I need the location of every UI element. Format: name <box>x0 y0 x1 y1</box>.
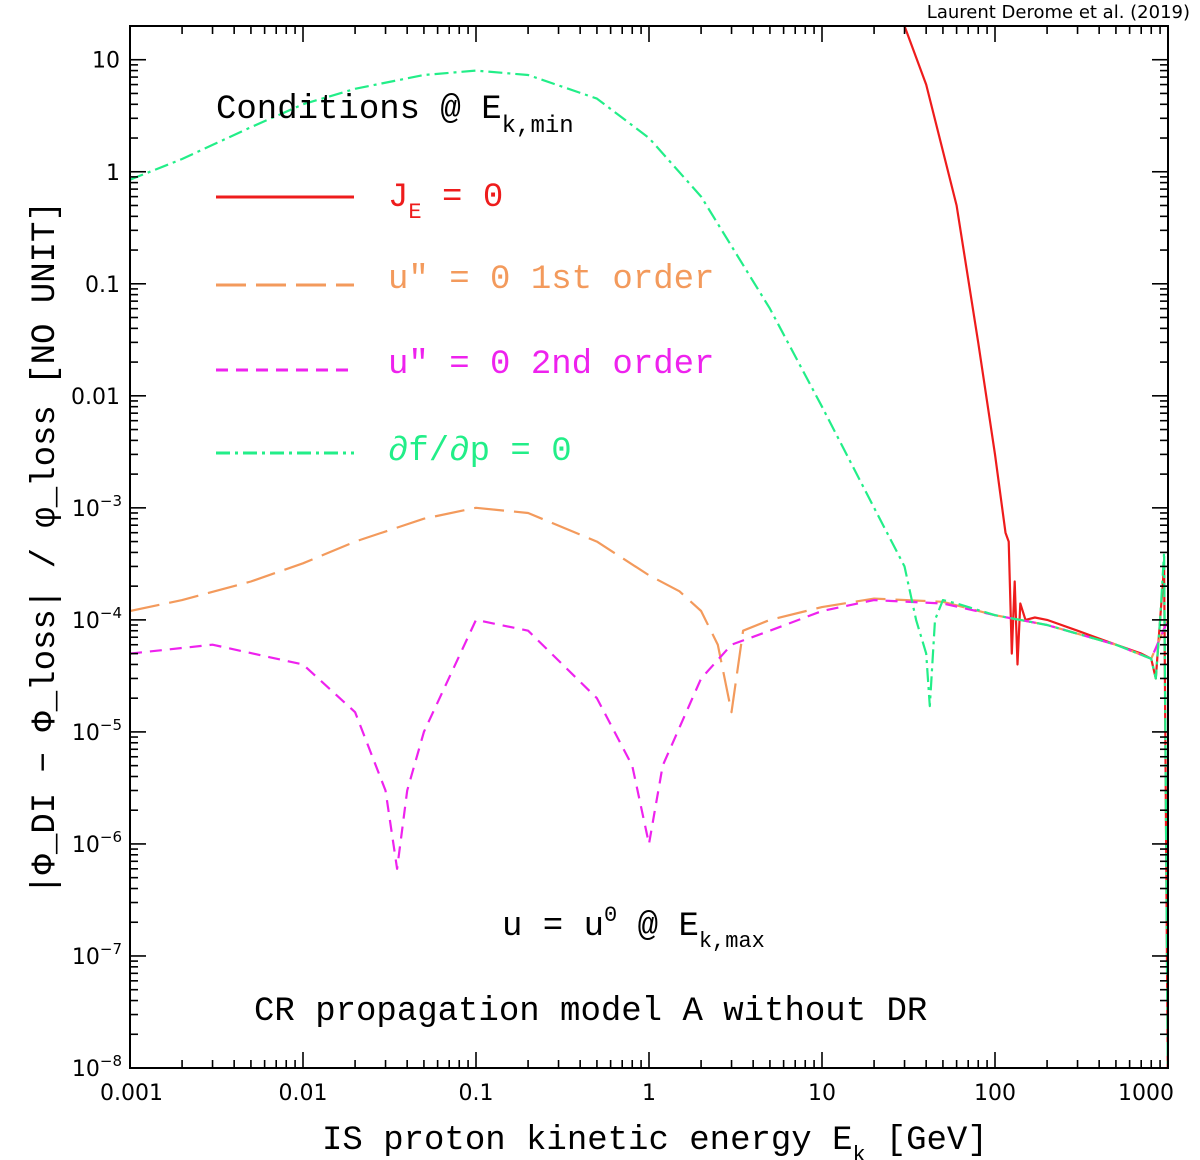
y-tick-label: 1 <box>106 161 120 186</box>
x-tick-label: 0.01 <box>279 1081 328 1106</box>
legend-label-dfdp: ∂f/∂p = 0 <box>388 433 572 471</box>
legend-label-first-order: u″ = 0 1st order <box>388 261 714 299</box>
y-tick-label: 10 <box>92 49 120 74</box>
legend-label-je: JE = 0 <box>388 179 503 225</box>
annotation-model: CR propagation model A without DR <box>254 993 927 1031</box>
y-tick-label: 10−8 <box>72 1052 122 1082</box>
y-tick-label: 10−7 <box>72 940 122 970</box>
y-tick-label: 10−3 <box>72 492 122 522</box>
annotation-boundary: u = u0 @ Ek,max <box>502 903 765 954</box>
y-tick-label: 10−5 <box>72 716 122 746</box>
y-axis-label: |Φ_DI − Φ_loss| / φ_loss [NO UNIT] <box>27 201 65 895</box>
x-tick-label: 1000 <box>1118 1081 1174 1106</box>
series-line-0 <box>903 26 1168 1068</box>
y-tick-label: 10−6 <box>72 828 122 858</box>
series-line-3 <box>130 69 1168 1068</box>
legend-title: Conditions @ Ek,min <box>216 91 574 140</box>
x-tick-label: 10 <box>808 1081 836 1106</box>
series-line-1 <box>130 506 1168 714</box>
series-layer <box>130 26 1168 1068</box>
x-tick-label: 0.001 <box>100 1081 163 1106</box>
credit-label: Laurent Derome et al. (2019) <box>927 2 1190 23</box>
y-tick-label: 0.1 <box>85 273 120 298</box>
legend: Conditions @ Ek,min JE = 0 u″ = 0 1st or… <box>216 91 714 471</box>
x-tick-label: 0.1 <box>459 1081 494 1106</box>
y-tick-label: 0.01 <box>71 385 120 410</box>
x-axis-label: IS proton kinetic energy Ek [GeV] <box>322 1122 988 1160</box>
ticks-layer: 0.001 0.01 0.1 1 10 100 1000 10 1 0.1 0.01 10−3 10−4… <box>71 25 1174 1106</box>
x-tick-label: 100 <box>974 1081 1016 1106</box>
x-tick-label: 1 <box>642 1081 656 1106</box>
legend-label-second-order: u″ = 0 2nd order <box>388 346 714 384</box>
y-tick-label: 10−4 <box>72 604 122 634</box>
